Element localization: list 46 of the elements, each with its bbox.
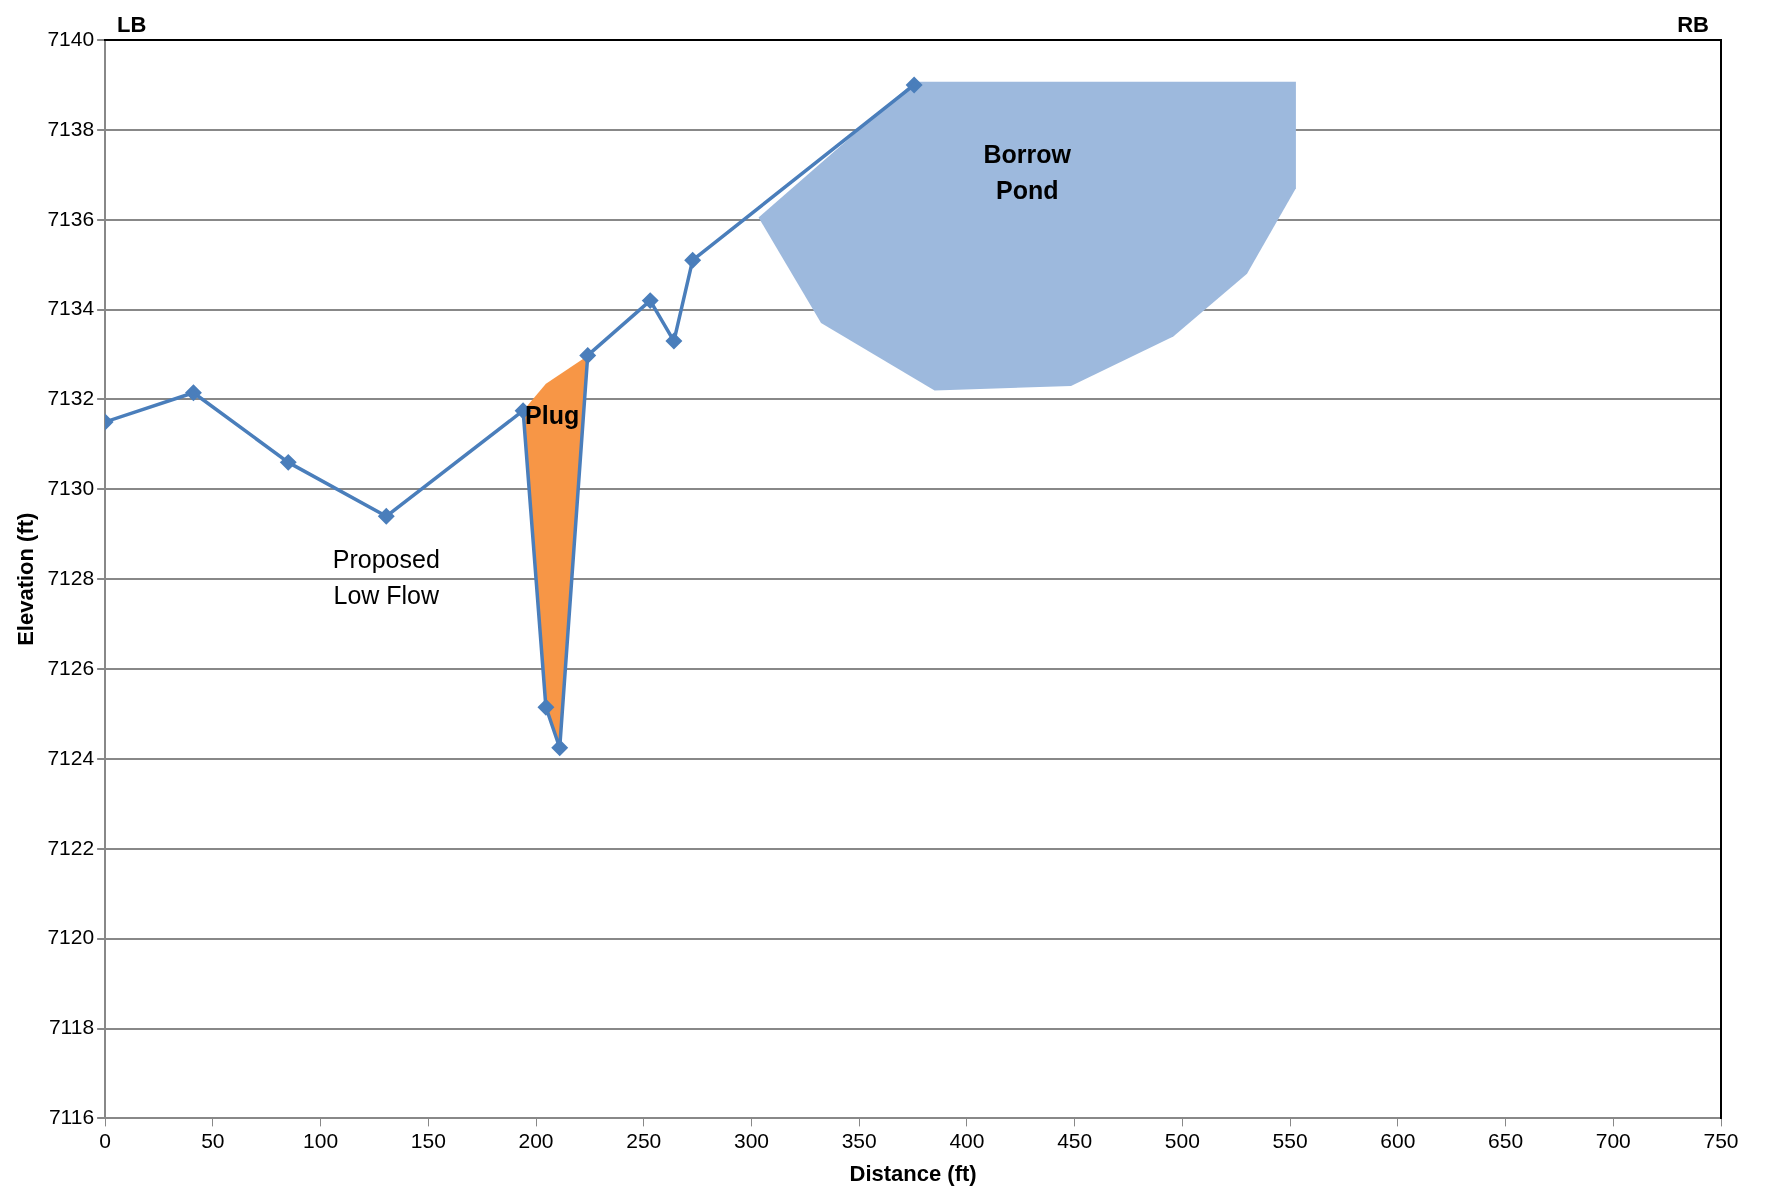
text: LB [117, 12, 147, 38]
x-tick-label: 300 [733, 1128, 769, 1152]
text: Proposed Low Flow [332, 545, 441, 610]
x-tick-label: 500 [1164, 1128, 1200, 1152]
x-tick-label: 600 [1380, 1128, 1416, 1152]
y-tick-label: 7126 [47, 655, 95, 679]
x-tick-label: 650 [1488, 1128, 1524, 1152]
x-tick-label: 200 [518, 1128, 554, 1152]
series-label: Plug [525, 400, 580, 429]
y-axis-title: Elevation (ft) [13, 512, 39, 646]
point [906, 77, 922, 93]
point [378, 508, 395, 525]
y-tick-label: 7140 [47, 26, 95, 50]
point [538, 699, 554, 716]
point [684, 252, 701, 268]
y-tick-label: 7134 [47, 296, 95, 320]
x-tick-label: 250 [626, 1128, 662, 1152]
y-tick-label: 7132 [47, 386, 95, 410]
x-tick-label: 0 [99, 1128, 111, 1152]
x-tick-label: 350 [841, 1128, 877, 1152]
y-tick-label: 7130 [47, 476, 95, 500]
point [579, 347, 596, 364]
y-tick-label: 7122 [47, 835, 95, 859]
y-tick-label: 7136 [47, 206, 95, 230]
x-tick-label: 100 [303, 1128, 339, 1152]
x-tick-label: 700 [1595, 1128, 1631, 1152]
x-tick-label: 400 [949, 1128, 985, 1152]
point [551, 739, 568, 756]
x-tick-label: 50 [201, 1128, 225, 1152]
x-tick-label: 750 [1703, 1128, 1739, 1152]
y-tick-label: 7118 [48, 1015, 95, 1039]
point [642, 292, 658, 309]
point [666, 333, 682, 349]
x-tick-label: 450 [1057, 1128, 1093, 1152]
y-tick-label: 7124 [47, 745, 95, 769]
x-tick-label: 150 [410, 1128, 446, 1152]
y-tick-label: 7138 [47, 116, 95, 140]
x-tick-label: 550 [1272, 1128, 1308, 1152]
series-label: Borrow Pond [983, 140, 1072, 205]
y-tick-label: 7120 [47, 925, 95, 949]
y-tick-label: 7128 [47, 566, 95, 589]
point [280, 454, 296, 471]
x-axis-title: Distance (ft) [849, 1160, 977, 1186]
point [185, 384, 202, 401]
text: RB [1677, 12, 1709, 38]
y-tick-label: 7116 [48, 1105, 95, 1129]
